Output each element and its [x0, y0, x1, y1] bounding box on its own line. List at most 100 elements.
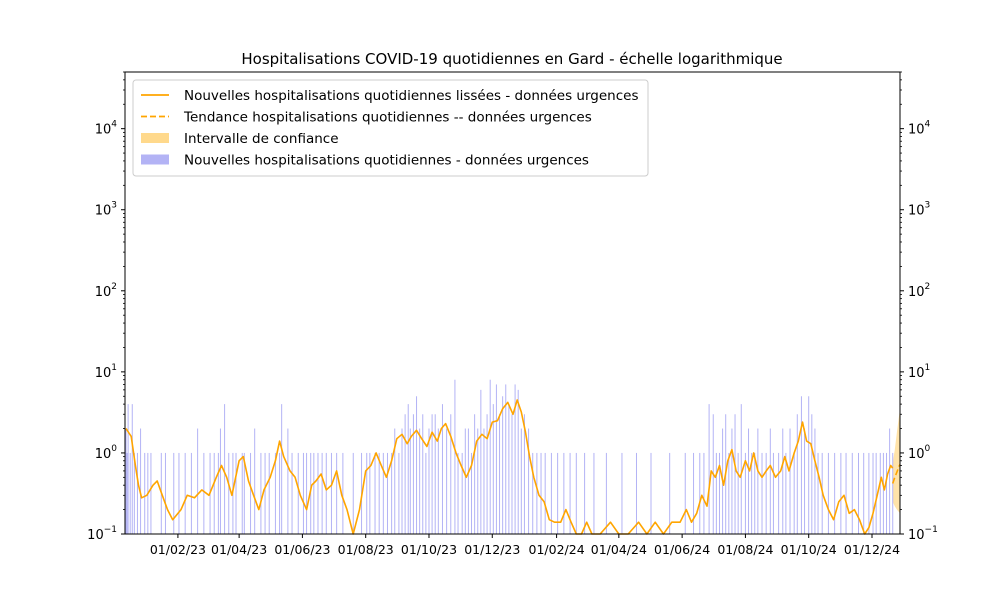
bar — [505, 384, 507, 534]
bar — [190, 452, 192, 534]
bar — [471, 452, 473, 534]
bar — [889, 428, 891, 534]
bar — [213, 452, 215, 534]
bar — [834, 452, 836, 534]
bar — [140, 428, 142, 534]
bar — [772, 452, 774, 534]
y-tick-label-right: 102 — [908, 282, 930, 300]
bar — [394, 428, 396, 534]
legend-swatch-bars — [141, 154, 169, 165]
bar — [477, 428, 479, 534]
bar — [782, 428, 784, 534]
bar — [224, 404, 226, 534]
bar — [520, 428, 522, 534]
bar — [550, 452, 552, 534]
bar — [281, 404, 283, 534]
x-tick-label: 01/06/24 — [654, 542, 710, 557]
bar — [669, 452, 671, 534]
x-tick-label: 01/10/24 — [781, 542, 837, 557]
bar — [796, 414, 798, 534]
legend-label: Intervalle de confiance — [184, 131, 339, 147]
bar — [437, 428, 439, 534]
y-tick-label-right: 104 — [908, 120, 931, 138]
bar — [219, 428, 221, 534]
bar — [184, 452, 186, 534]
bar — [872, 452, 874, 534]
bar — [718, 452, 720, 534]
bar — [178, 452, 180, 534]
bar — [489, 379, 491, 534]
bar — [313, 452, 315, 534]
bar — [404, 414, 406, 534]
bar — [557, 452, 559, 534]
bar — [268, 452, 270, 534]
bar — [279, 452, 281, 534]
legend: Nouvelles hospitalisations quotidiennes … — [132, 79, 649, 177]
x-tick-label: 01/06/23 — [274, 542, 330, 557]
bar — [366, 452, 368, 534]
bar — [131, 404, 133, 534]
bar — [125, 428, 127, 534]
bar — [450, 414, 452, 534]
bar — [260, 452, 262, 534]
bar — [814, 428, 816, 534]
bar — [544, 452, 546, 534]
bar — [863, 452, 865, 534]
bar — [650, 452, 652, 534]
bar — [789, 428, 791, 534]
x-tick-label: 01/08/23 — [338, 542, 394, 557]
bar — [243, 452, 245, 534]
bar — [511, 414, 513, 534]
lines-layer — [125, 399, 901, 535]
bar — [480, 389, 482, 534]
bar — [765, 452, 767, 534]
bar — [575, 452, 577, 534]
bar — [708, 404, 710, 534]
bar — [330, 452, 332, 534]
bar — [734, 414, 736, 534]
bar — [352, 452, 354, 534]
bar — [563, 452, 565, 534]
bar — [569, 452, 571, 534]
bar — [621, 452, 623, 534]
bar — [287, 428, 289, 534]
bar — [297, 452, 299, 534]
bar — [419, 428, 421, 534]
bar — [203, 452, 205, 534]
bar — [306, 452, 308, 534]
bar — [808, 396, 810, 534]
legend-swatch-confidence — [141, 133, 169, 143]
bar — [150, 452, 152, 534]
bar — [892, 452, 894, 534]
bar — [528, 428, 530, 534]
bar — [386, 452, 388, 534]
bar — [523, 414, 525, 534]
bar — [342, 452, 344, 534]
x-tick-label: 01/10/23 — [401, 542, 457, 557]
y-tick-label-right: 103 — [908, 201, 930, 219]
bar — [129, 452, 131, 534]
bar — [858, 452, 860, 534]
bar — [398, 452, 400, 534]
bar — [536, 452, 538, 534]
bar — [250, 452, 252, 534]
chart-title: Hospitalisations COVID-19 quotidiennes e… — [241, 50, 782, 68]
y-tick-label-left: 102 — [95, 282, 117, 300]
x-tick-label: 01/04/24 — [591, 542, 647, 557]
bar — [793, 452, 795, 534]
bar — [235, 452, 237, 534]
bar — [703, 452, 705, 534]
bar — [875, 452, 877, 534]
bar — [827, 452, 829, 534]
bar — [133, 452, 135, 534]
bar — [264, 452, 266, 534]
axes-layer: 01/02/23 01/04/23 01/06/23 01/08/23 01/10/23… — [87, 71, 938, 557]
bar — [817, 452, 819, 534]
x-tick-label: 01/12/23 — [464, 542, 520, 557]
bar — [868, 452, 870, 534]
bar — [879, 452, 881, 534]
y-tick-label-right: 100 — [908, 444, 931, 462]
x-tick-label: 01/02/24 — [529, 542, 585, 557]
y-tick-label-right: 10−1 — [908, 525, 938, 543]
legend-label: Tendance hospitalisations quotidiennes -… — [183, 110, 592, 126]
